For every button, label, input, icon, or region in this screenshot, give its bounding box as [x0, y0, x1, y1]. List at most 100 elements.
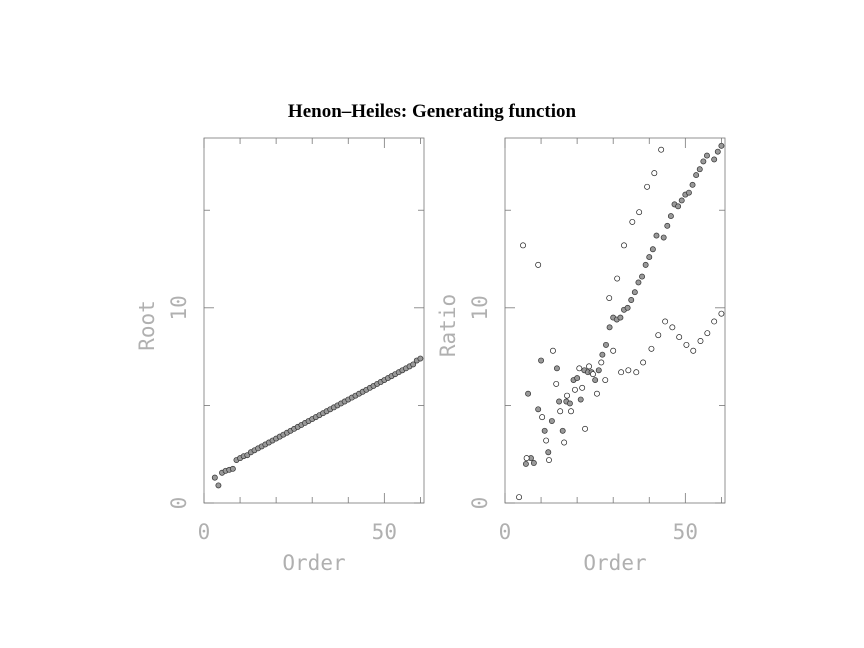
point: [675, 203, 682, 210]
point: [653, 232, 660, 239]
point: [646, 254, 653, 261]
point: [229, 465, 236, 472]
point: [523, 455, 530, 462]
point: [592, 377, 599, 383]
y-tick-label: 0: [468, 497, 492, 510]
x-tick-label: 50: [372, 520, 397, 544]
point: [550, 347, 556, 354]
point: [651, 170, 658, 177]
point: [525, 390, 532, 397]
point: [629, 218, 636, 225]
point: [683, 341, 690, 348]
point: [606, 295, 613, 302]
point: [696, 166, 703, 173]
point: [618, 369, 625, 376]
point: [577, 396, 584, 403]
point: [693, 172, 700, 179]
point: [700, 158, 707, 165]
point: [664, 222, 671, 229]
x-tick-label: 0: [499, 520, 512, 544]
point: [559, 427, 566, 434]
point: [556, 398, 563, 405]
y-tick-label: 10: [167, 295, 191, 320]
point: [669, 324, 676, 331]
point: [635, 279, 642, 286]
point: [576, 365, 583, 372]
point: [598, 359, 605, 366]
point: [579, 384, 586, 391]
plot-frame: [203, 137, 425, 504]
y-tick-label: 0: [167, 497, 191, 510]
point: [614, 275, 621, 282]
point: [561, 439, 568, 446]
point: [662, 318, 669, 325]
point: [522, 461, 529, 467]
y-tick-label: 10: [468, 295, 492, 320]
point: [564, 392, 570, 399]
point: [633, 369, 640, 376]
point: [553, 365, 560, 372]
point: [574, 375, 581, 382]
panel: 0 50 0 10 Order Root: [135, 137, 425, 575]
point: [535, 261, 542, 268]
point: [711, 318, 718, 325]
point: [410, 361, 417, 368]
point: [718, 310, 725, 317]
panel: 0 50 0 10 Order Ratio: [436, 137, 726, 575]
point: [711, 156, 718, 163]
point: [568, 408, 574, 415]
point: [590, 371, 596, 378]
point: [535, 406, 542, 413]
point: [685, 189, 692, 196]
point: [649, 246, 656, 253]
point: [676, 334, 683, 341]
point: [516, 494, 523, 501]
point: [215, 482, 222, 489]
point: [639, 273, 645, 280]
point: [689, 181, 696, 188]
point: [640, 359, 647, 366]
x-axis-label: Order: [583, 551, 646, 575]
point: [648, 345, 655, 352]
point: [642, 261, 649, 268]
point: [714, 148, 721, 155]
point: [628, 297, 635, 303]
point: [624, 304, 631, 311]
point: [631, 289, 638, 296]
point: [655, 332, 662, 339]
point: [538, 357, 545, 364]
point: [602, 377, 609, 383]
point: [617, 314, 624, 321]
x-axis-label: Order: [282, 551, 345, 575]
point: [541, 427, 548, 434]
x-tick-label: 0: [198, 520, 211, 544]
y-axis-label: Root: [135, 300, 159, 351]
point: [599, 351, 606, 358]
point: [678, 197, 685, 204]
point: [546, 457, 552, 464]
point: [553, 380, 560, 387]
point: [690, 347, 697, 354]
point: [586, 363, 592, 370]
x-tick-label: 50: [673, 520, 698, 544]
point: [610, 347, 617, 354]
point: [594, 390, 600, 397]
point: [697, 338, 704, 344]
point: [606, 324, 613, 331]
point: [636, 209, 643, 216]
point: [548, 418, 555, 424]
point: [660, 234, 667, 241]
y-axis-label: Ratio: [436, 294, 460, 357]
point: [545, 449, 552, 456]
point: [520, 242, 526, 249]
point: [595, 367, 602, 374]
point: [603, 341, 609, 348]
point: [625, 367, 632, 374]
point: [621, 242, 627, 249]
point: [539, 414, 546, 421]
point: [582, 425, 589, 432]
point: [704, 330, 711, 337]
point: [667, 213, 674, 220]
point: [704, 152, 710, 159]
